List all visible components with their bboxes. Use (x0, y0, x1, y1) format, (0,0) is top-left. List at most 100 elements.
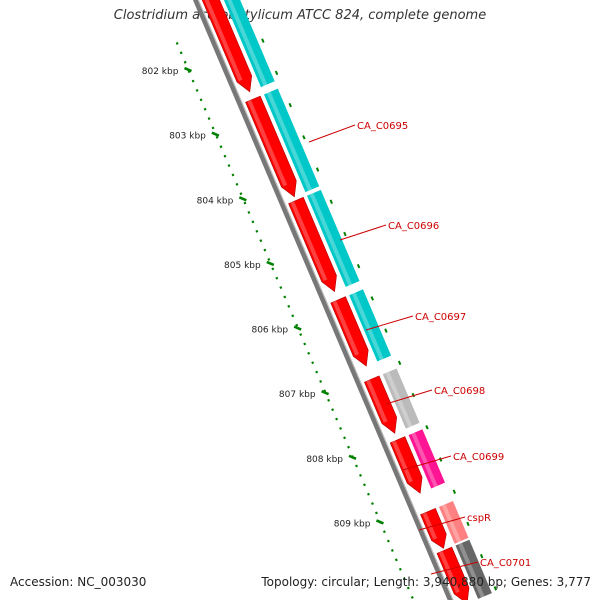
ruler-dot (259, 239, 263, 243)
ruler-dot (227, 164, 231, 167)
genome-backbone (192, 0, 454, 600)
gene-leader-line (385, 389, 433, 405)
ruler-dot (203, 107, 207, 111)
ruler-dot (303, 342, 307, 346)
cog-tick (343, 231, 347, 237)
ruler-dot (311, 361, 315, 365)
ruler-dot (251, 220, 255, 224)
gene-arrow (436, 546, 470, 600)
ruler-dot (390, 549, 394, 552)
ruler-dot (402, 577, 406, 581)
gene-label: CA_C0696 (388, 221, 439, 232)
gene-label: CA_C0698 (434, 386, 485, 397)
ruler-dot (219, 145, 223, 149)
gene-label: CA_C0697 (415, 312, 466, 323)
gene-highlight (290, 201, 328, 281)
ruler-tick-label: 807 kbp (279, 390, 316, 400)
ruler-dot (291, 314, 295, 318)
gene-highlight (204, 0, 243, 82)
ruler-dot (335, 417, 339, 421)
gene-arrow (288, 196, 337, 293)
ruler-dot (343, 436, 346, 440)
cog-tick (466, 521, 470, 527)
gene-highlight (366, 379, 388, 423)
gene-leader-line (430, 561, 479, 575)
cog-tick (479, 553, 484, 559)
ruler-dot (363, 483, 366, 487)
ruler-dot (247, 211, 251, 214)
ruler-dot (331, 408, 335, 412)
cog-track (223, 0, 498, 599)
gene-leader-line (418, 516, 466, 531)
backbone-highlight (197, 0, 454, 600)
gene-arrow (420, 508, 447, 549)
ruler-dot (394, 558, 398, 562)
cog-tick (274, 70, 279, 76)
ruler-dot (275, 276, 279, 280)
ruler-dot (179, 51, 183, 55)
ruler-dot (295, 323, 299, 327)
ruler-tick (183, 66, 192, 73)
ruler-tick (321, 389, 330, 396)
cog-tick (384, 328, 388, 333)
cog-tick (315, 167, 320, 172)
accession-text: Accession: NC_003030 (10, 575, 147, 589)
ruler-dot (195, 88, 199, 92)
ruler-dot (279, 286, 283, 290)
cog-tick (425, 425, 429, 430)
ruler-dot (271, 267, 275, 271)
cog-highlight (266, 91, 312, 191)
ruler-tick-label: 806 kbp (251, 326, 288, 336)
ruler-dot (207, 117, 211, 121)
cog-block (307, 189, 360, 287)
ruler-dot (183, 60, 187, 64)
ruler-dot (347, 445, 350, 449)
cog-tick (411, 392, 416, 398)
cog-tick (261, 38, 265, 43)
gene-label: CA_C0695 (357, 121, 408, 132)
gene-label: CA_C0699 (453, 452, 504, 463)
cog-highlight (351, 292, 384, 361)
ruler-dot (374, 511, 378, 515)
ruler-dot (359, 473, 362, 477)
kbp-ruler: 802 kbp 803 kbp 804 kbp 805 kbp 806 kbp 807 k… (142, 42, 414, 599)
cog-tick (452, 489, 457, 494)
gene-arrow (330, 296, 369, 367)
gene-arrow (364, 375, 398, 434)
ruler-dot (327, 398, 331, 402)
ruler-dot (406, 586, 410, 590)
gene-track (201, 0, 470, 600)
ruler-tick-label: 802 kbp (142, 67, 179, 77)
cog-tick (329, 199, 333, 204)
cog-tick (288, 102, 292, 108)
gene-label: cspR (467, 513, 491, 524)
gene-highlight (247, 100, 288, 187)
cog-highlight (441, 504, 462, 543)
ruler-dot (382, 530, 386, 534)
ruler-tick-label: 808 kbp (306, 455, 343, 465)
cog-highlight (458, 542, 485, 598)
gene-highlight (422, 512, 438, 540)
backbone-line (192, 0, 454, 600)
cog-block (382, 368, 420, 429)
ruler-tick (266, 260, 275, 267)
cog-tick (397, 360, 402, 366)
cog-block (408, 429, 445, 489)
ruler-dot (315, 370, 319, 374)
ruler-dot (398, 567, 402, 571)
ruler-dot (287, 304, 291, 308)
cog-tick (356, 263, 361, 269)
gene-arrow (245, 95, 297, 198)
ruler-dot (267, 257, 271, 261)
ruler-dot (175, 42, 179, 45)
ruler-dot (283, 295, 287, 299)
topology-text: Topology: circular; Length: 3,940,880 bp… (261, 575, 591, 589)
gene-highlight (392, 440, 413, 483)
cog-highlight (411, 432, 438, 488)
ruler-tick (348, 454, 357, 460)
ruler-dot (191, 79, 195, 83)
ruler-dot (339, 426, 343, 430)
ruler-dot (367, 492, 370, 496)
ruler-tick-label: 804 kbp (197, 196, 234, 206)
